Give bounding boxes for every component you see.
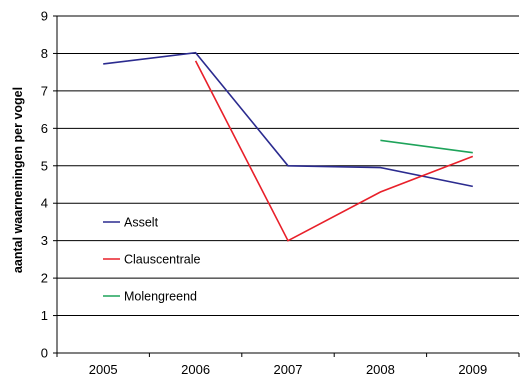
x-tick-label: 2008	[366, 362, 395, 377]
legend-label-molengreend: Molengreend	[124, 290, 197, 304]
y-tick-labels: 0 1 2 3 4 5 6 7 8 9	[41, 9, 48, 361]
x-tick-label: 2007	[274, 362, 303, 377]
series-lines	[103, 51, 474, 242]
y-tick-label: 3	[41, 233, 48, 248]
legend-label-asselt: Asselt	[124, 216, 159, 230]
y-axis-title: aantal waarnemingen per vogel	[11, 87, 25, 273]
series-line-molengreend	[380, 139, 473, 154]
y-tick-label: 8	[41, 46, 48, 61]
y-tick-label: 2	[41, 271, 48, 286]
legend: Asselt Clauscentrale Molengreend	[103, 216, 200, 304]
x-tick-label: 2009	[458, 362, 487, 377]
y-tick-label: 9	[41, 9, 48, 24]
x-tick-labels: 2005 2006 2007 2008 2009	[89, 362, 488, 377]
y-tick-label: 1	[41, 308, 48, 323]
x-tick-label: 2005	[89, 362, 118, 377]
series-line-clauscentrale	[194, 60, 474, 242]
y-tick-label: 5	[41, 158, 48, 173]
y-tick-label: 0	[41, 346, 48, 361]
axes	[53, 15, 520, 357]
y-tick-label: 6	[41, 121, 48, 136]
x-tick-label: 2006	[181, 362, 210, 377]
legend-label-clauscentrale: Clauscentrale	[124, 253, 200, 267]
y-tick-label: 7	[41, 83, 48, 98]
y-tick-label: 4	[41, 196, 48, 211]
series-line-asselt	[103, 51, 473, 188]
